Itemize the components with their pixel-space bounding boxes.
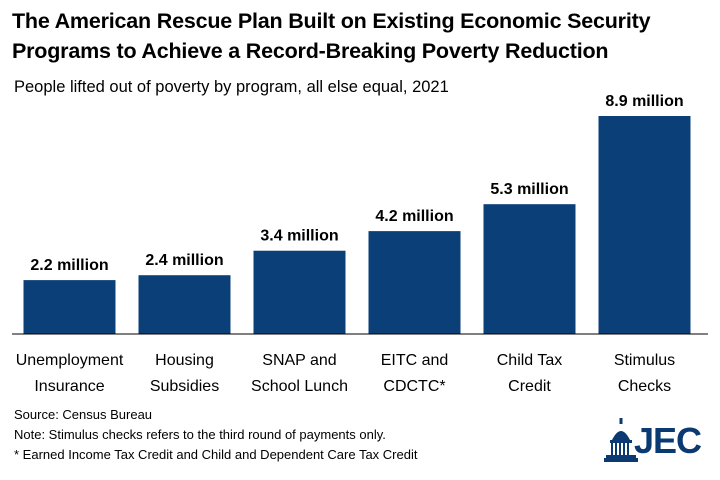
data-label-3: 4.2 million bbox=[375, 208, 453, 225]
category-label-2-0: SNAP and bbox=[262, 352, 336, 369]
category-label-5-0: Stimulus bbox=[614, 352, 675, 369]
bar-5 bbox=[598, 116, 691, 334]
category-label-1-1: Subsidies bbox=[150, 378, 219, 395]
notes-block: Source: Census Bureau Note: Stimulus che… bbox=[14, 405, 417, 465]
data-label-2: 3.4 million bbox=[260, 228, 338, 245]
category-label-0-1: Insurance bbox=[34, 378, 104, 395]
data-label-4: 5.3 million bbox=[490, 181, 568, 198]
category-label-0-0: Unemployment bbox=[16, 352, 124, 369]
chart-title: The American Rescue Plan Built on Existi… bbox=[12, 6, 712, 66]
title-line-1: The American Rescue Plan Built on Existi… bbox=[12, 9, 651, 33]
category-label-3-1: CDCTC* bbox=[383, 378, 445, 395]
category-label-5-1: Checks bbox=[618, 378, 671, 395]
bar-4 bbox=[483, 204, 576, 334]
logo-text: JEC bbox=[634, 420, 702, 461]
methodology-note: Note: Stimulus checks refers to the thir… bbox=[14, 427, 386, 442]
data-label-5: 8.9 million bbox=[605, 93, 683, 110]
chart-subtitle: People lifted out of poverty by program,… bbox=[14, 78, 449, 96]
bar-3 bbox=[368, 231, 461, 334]
category-label-3-0: EITC and bbox=[381, 352, 449, 369]
bar-chart: 2.2 million Unemployment Insurance 2.4 mill… bbox=[12, 93, 708, 395]
capitol-dome-icon bbox=[604, 418, 638, 462]
category-label-4-1: Credit bbox=[508, 378, 551, 395]
source-note: Source: Census Bureau bbox=[14, 407, 153, 422]
category-label-1-0: Housing bbox=[155, 352, 214, 369]
title-line-2: Programs to Achieve a Record-Breaking Po… bbox=[12, 39, 609, 63]
data-label-0: 2.2 million bbox=[30, 257, 108, 274]
bar-1 bbox=[138, 275, 231, 334]
footnote: * Earned Income Tax Credit and Child and… bbox=[14, 447, 418, 462]
jec-logo: JEC bbox=[604, 418, 714, 474]
category-label-4-0: Child Tax bbox=[497, 352, 563, 369]
bar-2 bbox=[253, 250, 346, 334]
category-label-2-1: School Lunch bbox=[251, 378, 348, 395]
data-label-1: 2.4 million bbox=[145, 252, 223, 269]
bar-0 bbox=[23, 280, 116, 334]
